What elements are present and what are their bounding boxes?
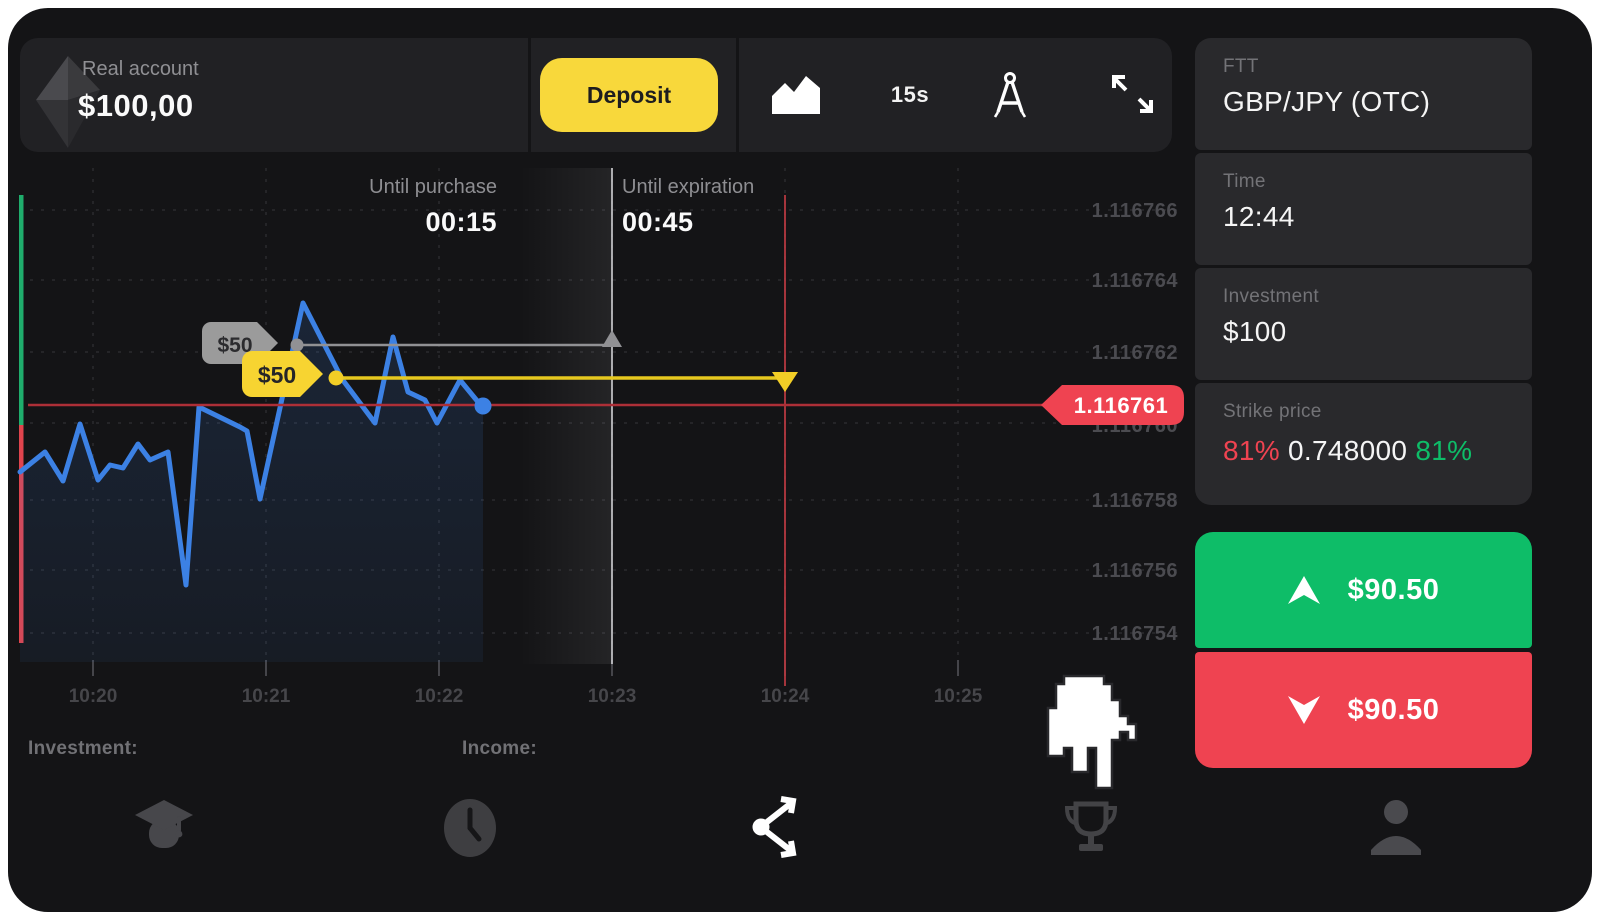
timeframe-value: 15s: [890, 82, 930, 107]
nav-history-button[interactable]: [442, 798, 498, 861]
until-expiration-block: Until expiration 00:45: [622, 176, 842, 238]
divider: [528, 38, 531, 152]
strike-price-card[interactable]: Strike price 81% 0.748000 81%: [1195, 383, 1532, 505]
nav-social-trading-button[interactable]: [752, 796, 806, 861]
until-purchase-label: Until purchase: [369, 176, 497, 198]
strike-price-label: Strike price: [1223, 401, 1322, 422]
arrow-down-icon: [1287, 696, 1320, 724]
clock-icon: [444, 799, 496, 857]
person-icon: [1371, 800, 1421, 855]
nav-profile-button[interactable]: [1368, 798, 1424, 859]
gem-icon: [36, 56, 100, 148]
investment-card[interactable]: Investment $100: [1195, 268, 1532, 380]
sell-down-button[interactable]: $90.50: [1195, 652, 1532, 768]
asset-label: FTT: [1223, 56, 1259, 77]
investment-label: Investment: [1223, 286, 1319, 307]
until-purchase-value: 00:15: [425, 207, 497, 237]
strike-price-number: 0.748000: [1288, 435, 1408, 466]
buy-up-button[interactable]: $90.50: [1195, 532, 1532, 648]
fullscreen-button[interactable]: [1105, 72, 1161, 118]
timeframe-button[interactable]: 15s: [872, 72, 948, 118]
divider: [736, 38, 739, 152]
nav-education-button[interactable]: [133, 798, 195, 861]
nav-tournaments-button[interactable]: [1062, 800, 1120, 861]
account-type-label[interactable]: Real account: [82, 58, 199, 80]
asset-value: GBP/JPY (OTC): [1223, 86, 1431, 117]
strike-down-percent: 81%: [1223, 435, 1280, 466]
deposit-button[interactable]: Deposit: [540, 58, 718, 132]
strike-price-value: 81% 0.748000 81%: [1223, 435, 1472, 467]
trophy-icon: [1064, 801, 1118, 851]
drawing-tools-button[interactable]: [982, 72, 1038, 118]
investment-value: $100: [1223, 316, 1287, 347]
chart-type-button[interactable]: [768, 72, 824, 118]
graduation-cap-icon: [135, 800, 193, 848]
expand-icon: [1112, 75, 1153, 113]
top-bar: Real account $100,00 Deposit 15s: [20, 38, 1172, 152]
asset-card[interactable]: FTT GBP/JPY (OTC): [1195, 38, 1532, 150]
area-chart-icon: [772, 76, 820, 114]
time-value: 12:44: [1223, 201, 1295, 232]
strike-up-percent: 81%: [1415, 435, 1473, 466]
until-expiration-value: 00:45: [622, 207, 694, 237]
account-balance[interactable]: $100,00: [78, 88, 194, 123]
arrow-up-icon: [1287, 576, 1320, 604]
buy-amount: $90.50: [1347, 573, 1440, 606]
time-card[interactable]: Time 12:44: [1195, 153, 1532, 265]
footer-income-label: Income:: [462, 738, 537, 759]
deviation-arrows-icon: [752, 796, 797, 858]
time-label: Time: [1223, 171, 1266, 192]
sell-amount: $90.50: [1347, 693, 1440, 726]
footer-investment-label: Investment:: [28, 738, 138, 759]
until-expiration-label: Until expiration: [622, 176, 755, 198]
compass-icon: [993, 72, 1027, 118]
until-purchase-block: Until purchase 00:15: [277, 176, 497, 238]
